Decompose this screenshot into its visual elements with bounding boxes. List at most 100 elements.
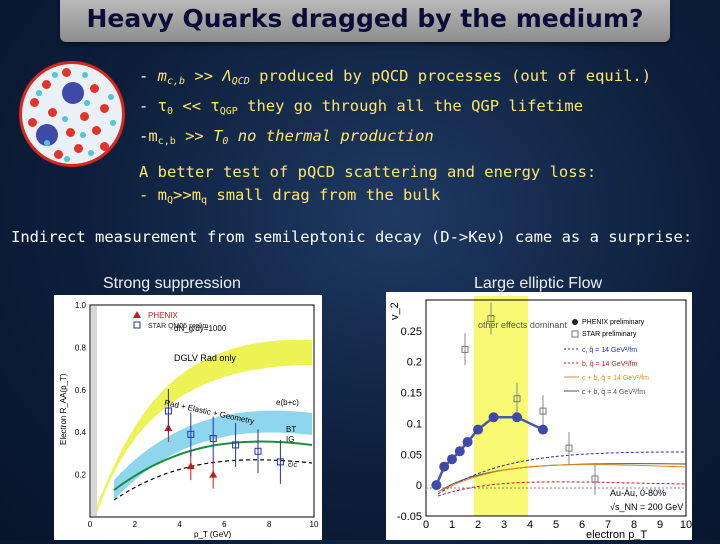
v2-legend-phenix-marker bbox=[572, 319, 578, 325]
raa-x-ticks: 0 2 4 6 8 10 bbox=[88, 520, 319, 529]
raa-band-rad-only bbox=[97, 339, 312, 513]
bulk-light-particle bbox=[44, 140, 50, 146]
raa-annotation-dglv: DGLV Rad only bbox=[174, 353, 236, 363]
bulk-particle bbox=[80, 112, 89, 121]
bulk-particle bbox=[66, 128, 75, 137]
bulk-particle bbox=[28, 118, 37, 127]
v2-y-tick-label: 0.25 bbox=[401, 326, 422, 338]
raa-curve-cc bbox=[113, 459, 313, 501]
raa-x-tick-label: 8 bbox=[267, 520, 272, 529]
v2-legend-star-marker bbox=[571, 330, 579, 338]
v2-curve-b14 bbox=[437, 481, 687, 497]
bulk-particle bbox=[30, 98, 39, 107]
raa-x-tick-label: 2 bbox=[133, 520, 138, 529]
v2-curve-c14 bbox=[437, 451, 687, 495]
bullet-list: - mc,b >> ΛQCD produced by pQCD processe… bbox=[139, 64, 651, 154]
v2-phenix-point bbox=[538, 424, 548, 435]
bulk-particle bbox=[42, 80, 51, 89]
bulk-light-particle bbox=[36, 90, 42, 96]
v2-x-tick-label: 2 bbox=[475, 519, 481, 531]
v2-axes-frame bbox=[425, 299, 687, 517]
raa-star-point bbox=[164, 407, 172, 415]
raa-x-tick-label: 10 bbox=[310, 520, 319, 529]
bulk-particle bbox=[48, 108, 57, 117]
bulk-light-particle bbox=[82, 72, 88, 78]
v2-points bbox=[431, 302, 599, 495]
v2-star-point bbox=[513, 395, 521, 403]
v2-x-tick-label: 8 bbox=[631, 519, 637, 531]
heavy-quark-2 bbox=[36, 124, 58, 146]
bulk-light-particle bbox=[88, 150, 94, 156]
v2-y-label: v_2 bbox=[389, 302, 401, 320]
v2-x-tick-label: 10 bbox=[680, 519, 692, 531]
pqcd-test-text: A better test of pQCD scattering and ene… bbox=[139, 161, 596, 212]
v2-annotation-auau: Au-Au, 0-80% bbox=[610, 488, 666, 498]
v2-legend-phenix: PHENIX preliminary bbox=[582, 319, 645, 326]
v2-phenix-point bbox=[473, 424, 483, 435]
raa-star-point bbox=[187, 430, 195, 438]
v2-y-tick-label: -0.05 bbox=[397, 511, 422, 523]
v2-legend-b14: b, q̂ = 14 GeV²/fm bbox=[582, 361, 638, 368]
bulk-light-particle bbox=[84, 100, 90, 106]
raa-y-tick-label: 0.2 bbox=[75, 471, 87, 480]
v2-x-label: electron p_T bbox=[586, 529, 647, 540]
indirect-measurement-text: Indirect measurement from semileptonic d… bbox=[11, 228, 693, 246]
v2-x-tick-label: 7 bbox=[605, 519, 611, 531]
bulk-light-particle bbox=[62, 116, 68, 122]
raa-annotation-ebc: e(b+c) bbox=[276, 398, 299, 407]
v2-phenix-point bbox=[462, 436, 473, 447]
v2-annotation-energy: √s_NN = 200 GeV bbox=[610, 502, 683, 512]
v2-x-tick-label: 5 bbox=[553, 519, 559, 531]
v2-x-tick-label: 6 bbox=[579, 519, 585, 531]
v2-phenix-point bbox=[488, 412, 499, 423]
v2-star-point bbox=[539, 407, 547, 415]
raa-legend-star: STAR QM05 prelim bbox=[148, 323, 208, 330]
bullet-mass-scale: - mc,b >> ΛQCD produced by pQCD processe… bbox=[139, 67, 652, 87]
v2-star-point bbox=[591, 475, 599, 483]
raa-star-point bbox=[209, 435, 217, 443]
raa-x-tick-label: 4 bbox=[177, 520, 182, 529]
raa-x-tick-label: 0 bbox=[88, 520, 93, 529]
v2-chart-panel: other effects dominant PHENIX preliminar… bbox=[386, 292, 692, 541]
raa-annotation-ig: IG bbox=[286, 435, 294, 444]
bullet-formation-time: - τ0 << τQGP they go through all the QGP… bbox=[139, 97, 584, 117]
v2-annotation-other-effects: other effects dominant bbox=[478, 320, 567, 330]
bulk-particle bbox=[74, 144, 83, 153]
bulk-light-particle bbox=[108, 94, 114, 100]
pqcd-line: A better test of pQCD scattering and ene… bbox=[139, 163, 597, 181]
v2-phenix-point bbox=[512, 412, 522, 423]
bulk-particle bbox=[90, 84, 99, 93]
v2-y-tick-label: 0.2 bbox=[407, 357, 422, 369]
v2-legend-star: STAR preliminary bbox=[582, 331, 637, 338]
raa-hatched-band bbox=[91, 306, 97, 516]
raa-x-tick-label: 6 bbox=[222, 520, 227, 529]
raa-star-point bbox=[276, 458, 284, 466]
bulk-light-particle bbox=[64, 156, 70, 162]
v2-y-tick-label: 0.1 bbox=[407, 418, 422, 430]
drag-line: - mQ>>mq small drag from the bulk bbox=[139, 186, 441, 206]
v2-other-effects-region bbox=[474, 296, 528, 516]
bulk-particle bbox=[100, 142, 109, 151]
v2-x-ticks: 0 1 2 3 4 5 6 7 8 9 10 bbox=[423, 519, 692, 531]
v2-star-point bbox=[487, 315, 495, 323]
raa-chart-panel: dN_g/dy=1000 DGLV Rad only Rad + Elastic… bbox=[54, 295, 322, 540]
v2-y-ticks: 0.25 0.2 0.15 0.1 0.05 0 -0.05 bbox=[397, 326, 422, 523]
v2-legend-cb4: c + b, q̂ = 4 GeV²/fm bbox=[582, 389, 645, 396]
raa-x-label: p_T (GeV) bbox=[194, 530, 232, 539]
raa-axes-frame bbox=[89, 304, 315, 518]
bulk-light-particle bbox=[80, 132, 86, 138]
raa-phenix-point bbox=[209, 470, 218, 478]
v2-phenix-point bbox=[447, 454, 457, 465]
v2-phenix-point bbox=[454, 446, 465, 457]
medium-illustration bbox=[19, 61, 125, 167]
title-bar: Heavy Quarks dragged by the medium? bbox=[60, 0, 670, 42]
v2-chart: other effects dominant PHENIX preliminar… bbox=[389, 296, 692, 541]
v2-phenix-point bbox=[439, 461, 450, 472]
slide-title: Heavy Quarks dragged by the medium? bbox=[86, 4, 644, 33]
bulk-particle bbox=[54, 150, 63, 159]
v2-legend-cb14: c + b, q̂ = 14 GeV²/fm bbox=[582, 375, 649, 382]
heavy-quark-1 bbox=[62, 82, 84, 104]
v2-phenix-point bbox=[431, 480, 442, 491]
raa-curve-bt bbox=[113, 440, 313, 491]
raa-y-tick-label: 0.4 bbox=[75, 428, 87, 437]
